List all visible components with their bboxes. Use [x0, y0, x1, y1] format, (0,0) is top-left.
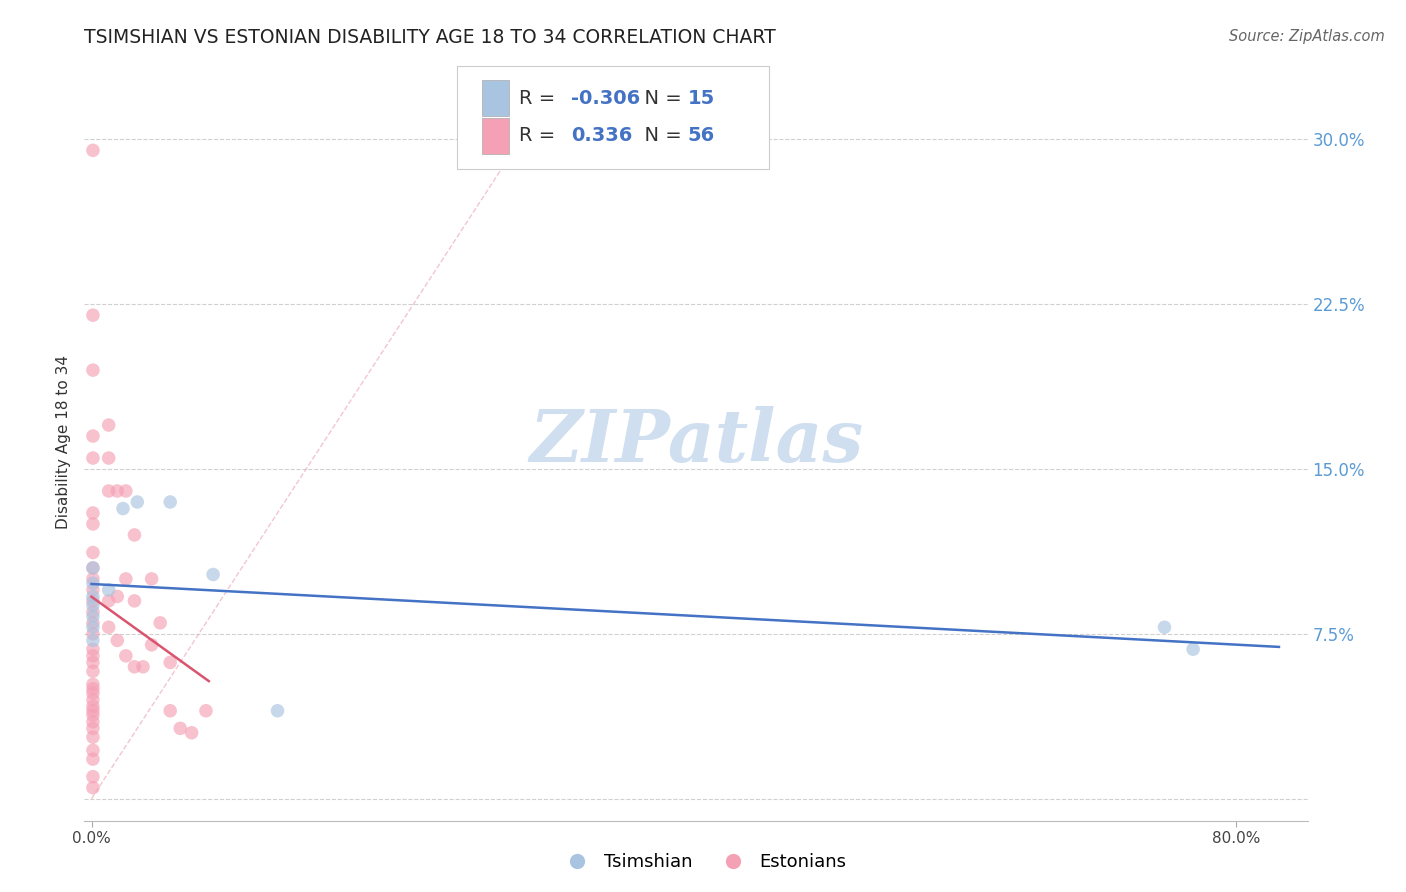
- Point: [97, 594, 120, 608]
- Point: [82, 704, 104, 718]
- Point: [82, 730, 104, 744]
- Point: [82, 582, 104, 597]
- Text: 0.336: 0.336: [571, 127, 633, 145]
- FancyBboxPatch shape: [482, 80, 509, 116]
- Point: [115, 648, 138, 663]
- Text: 15: 15: [688, 88, 714, 108]
- Point: [82, 516, 104, 531]
- Point: [82, 594, 104, 608]
- Point: [82, 714, 104, 729]
- Point: [82, 642, 104, 657]
- Point: [194, 704, 217, 718]
- Point: [124, 528, 146, 542]
- Point: [111, 501, 134, 516]
- Point: [82, 561, 104, 575]
- Point: [82, 363, 104, 377]
- Point: [266, 704, 288, 718]
- Point: [97, 483, 120, 498]
- Point: [97, 582, 120, 597]
- Point: [97, 450, 120, 465]
- Point: [159, 704, 181, 718]
- Point: [82, 722, 104, 736]
- Point: [97, 418, 120, 433]
- Point: [82, 633, 104, 648]
- Point: [149, 615, 172, 630]
- Point: [141, 638, 163, 652]
- Point: [82, 692, 104, 706]
- Point: [82, 576, 104, 591]
- Point: [127, 495, 149, 509]
- Point: [82, 770, 104, 784]
- Text: ZIPatlas: ZIPatlas: [529, 406, 863, 477]
- Text: N =: N =: [633, 88, 689, 108]
- FancyBboxPatch shape: [482, 118, 509, 154]
- Point: [141, 572, 163, 586]
- Point: [82, 609, 104, 624]
- Text: TSIMSHIAN VS ESTONIAN DISABILITY AGE 18 TO 34 CORRELATION CHART: TSIMSHIAN VS ESTONIAN DISABILITY AGE 18 …: [84, 28, 776, 47]
- Point: [82, 450, 104, 465]
- Point: [1182, 642, 1205, 657]
- Point: [82, 605, 104, 619]
- Point: [82, 708, 104, 723]
- Point: [82, 752, 104, 766]
- Point: [82, 648, 104, 663]
- Point: [82, 627, 104, 641]
- Text: 56: 56: [688, 127, 714, 145]
- Y-axis label: Disability Age 18 to 34: Disability Age 18 to 34: [56, 354, 72, 529]
- Point: [169, 722, 191, 736]
- Point: [82, 308, 104, 322]
- Point: [97, 620, 120, 634]
- Point: [82, 545, 104, 559]
- Point: [82, 686, 104, 700]
- Point: [82, 743, 104, 757]
- Text: -0.306: -0.306: [571, 88, 641, 108]
- Point: [82, 599, 104, 613]
- Point: [82, 429, 104, 443]
- Point: [82, 780, 104, 795]
- FancyBboxPatch shape: [457, 66, 769, 169]
- Point: [159, 656, 181, 670]
- Point: [82, 620, 104, 634]
- Text: N =: N =: [633, 127, 689, 145]
- Point: [105, 590, 128, 604]
- Text: R =: R =: [519, 127, 568, 145]
- Legend: Tsimshian, Estonians: Tsimshian, Estonians: [553, 847, 853, 879]
- Point: [124, 594, 146, 608]
- Point: [180, 725, 202, 739]
- Point: [82, 681, 104, 696]
- Point: [159, 495, 181, 509]
- Point: [82, 664, 104, 678]
- Point: [105, 633, 128, 648]
- Point: [82, 699, 104, 714]
- Point: [115, 483, 138, 498]
- Point: [82, 656, 104, 670]
- Text: R =: R =: [519, 88, 561, 108]
- Point: [1153, 620, 1175, 634]
- Point: [202, 567, 225, 582]
- Point: [82, 506, 104, 520]
- Point: [124, 660, 146, 674]
- Point: [82, 615, 104, 630]
- Point: [115, 572, 138, 586]
- Text: Source: ZipAtlas.com: Source: ZipAtlas.com: [1229, 29, 1385, 44]
- Point: [132, 660, 155, 674]
- Point: [105, 483, 128, 498]
- Point: [82, 144, 104, 158]
- Point: [82, 677, 104, 691]
- Point: [82, 590, 104, 604]
- Point: [82, 561, 104, 575]
- Point: [82, 572, 104, 586]
